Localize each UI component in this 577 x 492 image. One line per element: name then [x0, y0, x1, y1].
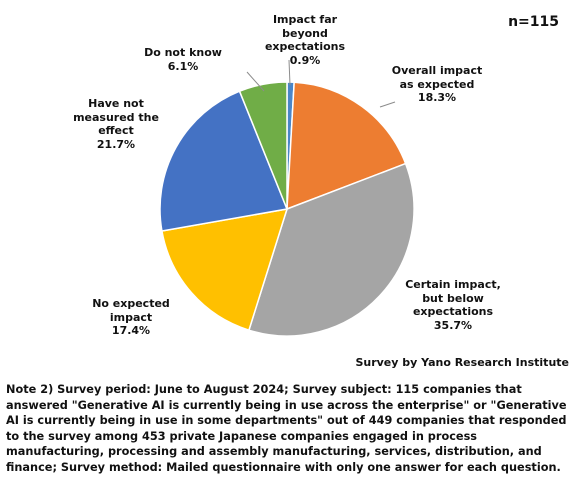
slice-label: Overall impact as expected 18.3%	[392, 64, 483, 105]
pie-slice-have-not-measured-the-effect	[159, 90, 289, 232]
slice-label: Impact far beyond expectations 0.9%	[265, 13, 345, 67]
slice-label-line: measured the	[73, 110, 159, 124]
slice-value: 17.4%	[111, 324, 151, 337]
slice-label-line: expectations	[412, 305, 494, 318]
slice-value: 35.7%	[433, 318, 473, 332]
slice-label-line: Impact far	[272, 13, 338, 26]
slice-label: Do not know 6.1%	[144, 46, 222, 73]
slice-label-line: No expected	[92, 297, 170, 310]
slice-label-line: Overall impact	[391, 64, 483, 77]
slice-value: 21.7%	[96, 137, 136, 151]
pie-chart	[159, 59, 415, 337]
leader-line	[379, 101, 396, 108]
slice-label-line: Certain impact,	[405, 278, 501, 291]
slice-value: 18.3%	[417, 91, 457, 104]
slice-label: No expected impact 17.4%	[92, 297, 170, 338]
pie-slice-certain-impact-but-below-expectations	[247, 162, 415, 337]
leader-line	[288, 59, 291, 86]
slice-label: Have not measured the effect 21.7%	[73, 97, 159, 151]
survey-note: Note 2) Survey period: June to August 20…	[6, 383, 567, 474]
slice-label-line: expectations	[264, 40, 346, 53]
leader-line	[246, 71, 265, 92]
sample-size-label: n=115	[508, 14, 559, 30]
slice-label-line: impact	[109, 310, 153, 324]
pie-slice-overall-impact-as-expected	[286, 81, 407, 211]
slice-value: 0.9%	[289, 53, 321, 67]
slice-label-line: effect	[98, 124, 134, 137]
source-credit: Survey by Yano Research Institute	[355, 356, 569, 369]
slice-label-line: Do not know	[144, 46, 222, 59]
pie-slice-no-expected-impact	[161, 208, 289, 332]
slice-label-line: as expected	[399, 77, 475, 91]
slice-value: 6.1%	[167, 59, 199, 73]
pie-slice-do-not-know	[238, 81, 288, 210]
slice-label-line: beyond	[282, 26, 328, 40]
slice-label-line: Have not	[88, 97, 144, 110]
slice-label: Certain impact, but below expectations 35.7…	[405, 278, 501, 332]
slice-label-line: but below	[422, 291, 484, 305]
